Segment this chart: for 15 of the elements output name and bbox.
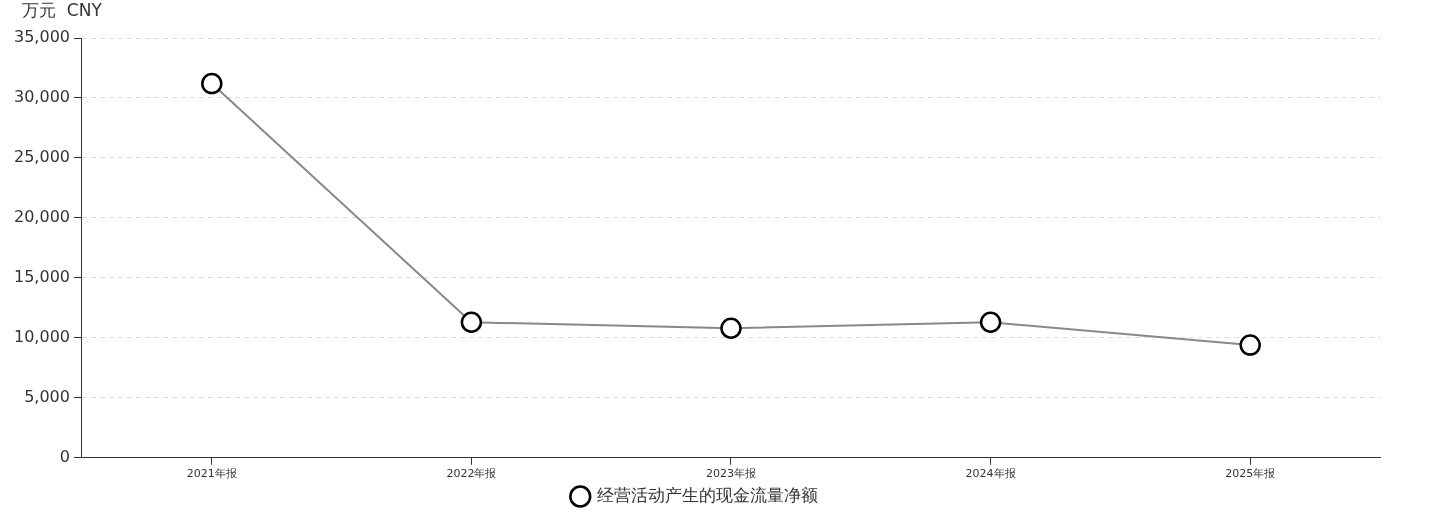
y-tick-label: 0 (59, 446, 70, 466)
x-tick-label: 2025年报 (1225, 467, 1276, 481)
y-tick-label: 30,000 (14, 87, 70, 107)
legend-label: 经营活动产生的现金流量净额 (597, 484, 819, 505)
y-tick-label: 5,000 (24, 386, 70, 406)
x-tick-label: 2021年报 (186, 467, 237, 481)
y-tick-label: 15,000 (14, 267, 70, 287)
y-axis-title: 万元 CNY (22, 0, 103, 20)
y-tick-label: 20,000 (14, 207, 70, 227)
y-tick-label: 25,000 (14, 147, 70, 167)
x-tick-label: 2024年报 (965, 467, 1016, 481)
y-tick-label: 10,000 (14, 327, 70, 347)
x-tick-label: 2022年报 (446, 467, 497, 481)
x-tick-label: 2023年报 (705, 467, 756, 481)
y-tick-label: 35,000 (14, 27, 70, 47)
